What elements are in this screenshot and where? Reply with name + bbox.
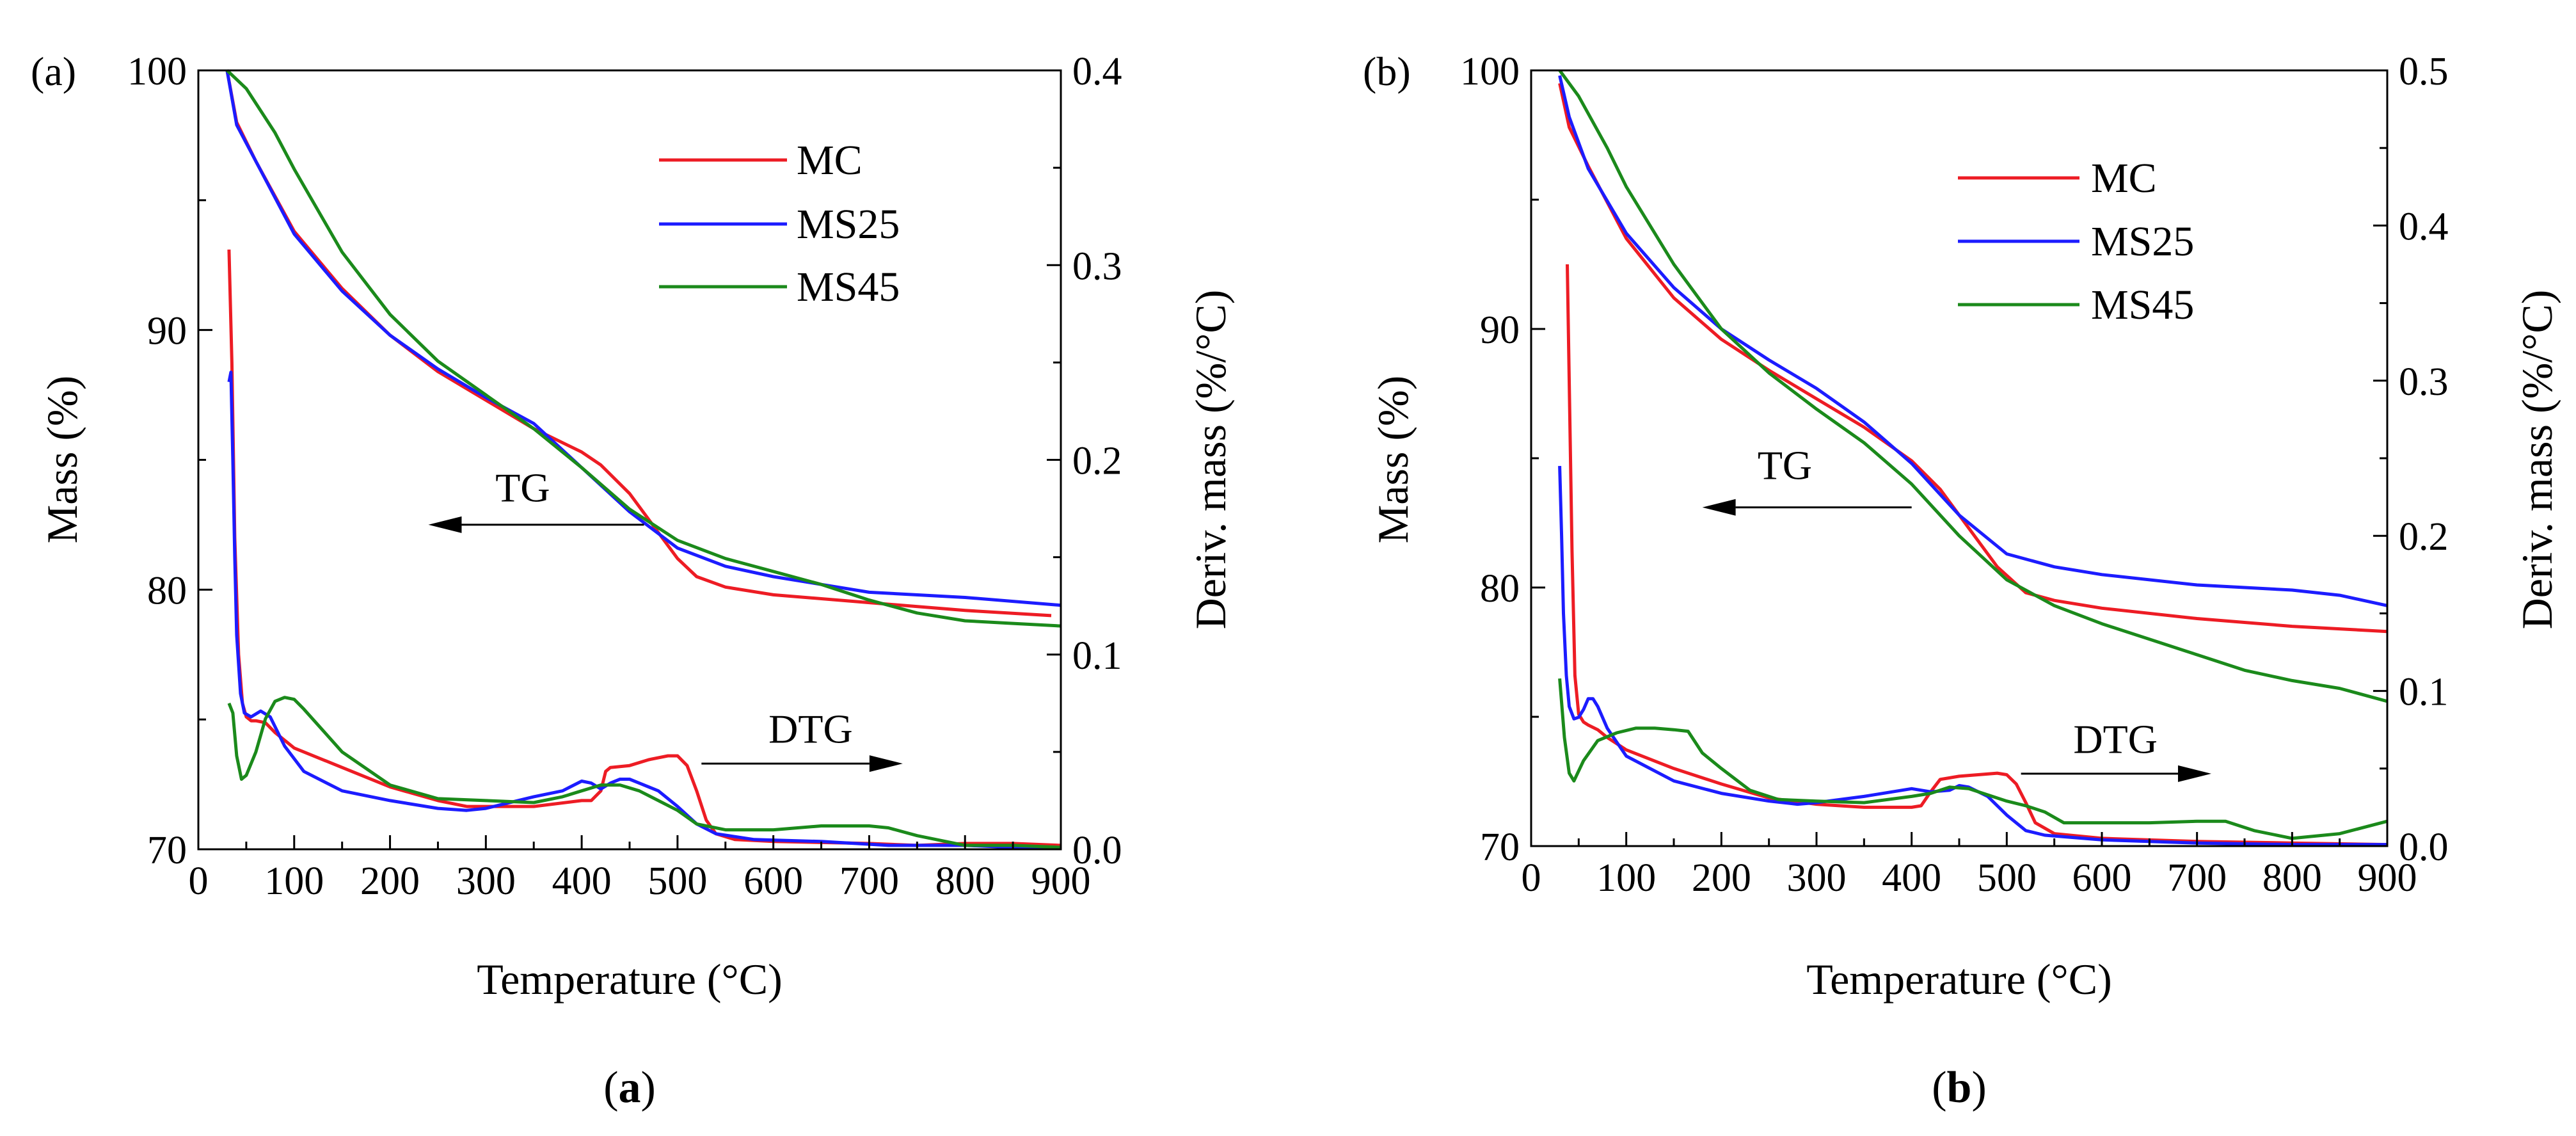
y2-tick-label: 0.0: [1072, 829, 1122, 872]
y-tick-label: 90: [1480, 308, 1520, 352]
legend-label-ms45: MS45: [797, 264, 900, 310]
dtg-curve-mc: [1566, 264, 2388, 847]
legend-label-ms25: MS25: [797, 201, 900, 248]
x-tick-label: 200: [360, 860, 420, 903]
y-tick-label: 100: [127, 50, 187, 93]
x-tick-label: 800: [935, 860, 995, 903]
y2-tick-label: 0.1: [2399, 671, 2449, 714]
dtg-curve-ms45: [1558, 678, 2388, 840]
y2-tick-label: 0.2: [1072, 440, 1122, 483]
x-tick-label: 700: [839, 860, 899, 903]
y-tick-label: 100: [1460, 50, 1520, 93]
panel-b-legend: MC MS25 MS45: [1958, 155, 2194, 328]
x-tick-label: 100: [1596, 856, 1656, 900]
panel-b-x-axis-title: Temperature (°C): [1806, 955, 2111, 1004]
legend-label-ms45: MS45: [2091, 282, 2194, 328]
curves: [225, 69, 1061, 849]
y2-tick-label: 0.0: [2399, 826, 2449, 869]
axes: 0 100 200 300 400 500 600 700 800 900 70 80 90 100 0.0…: [127, 50, 1122, 903]
y2-tick-label: 0.1: [1072, 634, 1122, 678]
x-tick-label: 200: [1692, 856, 1751, 900]
tg-curve-mc: [1558, 83, 2388, 634]
dtg-curve-ms25: [227, 371, 1061, 849]
dtg-annotation-label: DTG: [768, 707, 853, 752]
tg-curve-mc: [225, 70, 1052, 618]
tg-curve-ms25: [225, 70, 1061, 607]
panel-b-y2-axis-title: Deriv. mass (%/°C): [2513, 290, 2561, 630]
legend-label-mc: MC: [797, 137, 863, 184]
panel-a-tag: (a): [31, 49, 76, 94]
x-tick-label: 400: [1882, 856, 1941, 900]
x-tick-label: 900: [1031, 860, 1091, 903]
legend-label-ms25: MS25: [2091, 218, 2194, 265]
x-tick-label: 500: [1977, 856, 2037, 900]
x-tick-label: 600: [743, 860, 803, 903]
x-tick-label: 300: [1787, 856, 1847, 900]
annotations: TG DTG: [1702, 442, 2211, 782]
dtg-arrow-head: [2177, 765, 2211, 782]
tg-annotation-label: TG: [495, 465, 550, 510]
y2-tick-label: 0.4: [2399, 205, 2449, 248]
dtg-arrow-head: [869, 755, 903, 772]
panel-b-caption: (b): [1932, 1063, 1987, 1112]
y2-tick-label: 0.3: [1072, 244, 1122, 288]
y2-tick-label: 0.2: [2399, 515, 2449, 559]
y-tick-label: 70: [147, 829, 187, 872]
panel-a-legend: MC MS25 MS45: [659, 137, 900, 310]
tg-curve-ms45: [1558, 69, 2388, 703]
x-tick-label: 0: [1522, 856, 1541, 900]
panel-b: MC MS25 MS45 (b) Temperature (°C) Mass (…: [1363, 49, 2561, 1112]
x-tick-label: 800: [2262, 856, 2322, 900]
panel-a-y-axis-title: Mass (%): [38, 376, 86, 544]
tg-curve-ms25: [1558, 75, 2388, 607]
x-tick-label: 600: [2072, 856, 2132, 900]
tg-arrow-head: [428, 516, 462, 533]
panel-a-y2-axis-title: Deriv. mass (%/°C): [1186, 290, 1235, 630]
y-tick-label: 90: [147, 310, 187, 353]
dtg-annotation-label: DTG: [2073, 717, 2158, 762]
tg-annotation-label: TG: [1758, 442, 1812, 488]
panel-b-y-axis-title: Mass (%): [1369, 376, 1417, 544]
y-tick-label: 70: [1480, 826, 1520, 869]
curves: [1558, 69, 2388, 847]
y-tick-label: 80: [147, 569, 187, 612]
legend-label-mc: MC: [2091, 155, 2157, 202]
tg-arrow-head: [1702, 499, 1736, 516]
y2-tick-label: 0.5: [2399, 50, 2449, 93]
x-tick-label: 300: [456, 860, 516, 903]
y2-tick-label: 0.3: [2399, 360, 2449, 404]
annotations: TG DTG: [428, 465, 903, 772]
x-tick-label: 0: [189, 860, 209, 903]
dtg-curve-ms25: [1558, 466, 2387, 847]
axes: 0 100 200 300 400 500 600 700 800 900 70 80 90 100 0.0…: [1460, 50, 2449, 900]
y-tick-label: 80: [1480, 567, 1520, 611]
x-tick-label: 700: [2167, 856, 2227, 900]
panel-a-x-axis-title: Temperature (°C): [477, 955, 782, 1004]
x-tick-label: 100: [264, 860, 324, 903]
dtg-curve-mc: [227, 249, 1061, 847]
y2-tick-label: 0.4: [1072, 50, 1122, 93]
x-tick-label: 500: [648, 860, 707, 903]
panel-b-tag: (b): [1363, 49, 1411, 94]
panel-a: MC MS25 MS45 (a) Temperature (°C) Mass (…: [31, 49, 1235, 1112]
tg-curve-ms45: [226, 69, 1061, 628]
dtg-curve-ms45: [227, 696, 1061, 849]
panel-a-caption: (a): [603, 1063, 656, 1112]
x-tick-label: 400: [552, 860, 612, 903]
x-tick-label: 900: [2358, 856, 2417, 900]
